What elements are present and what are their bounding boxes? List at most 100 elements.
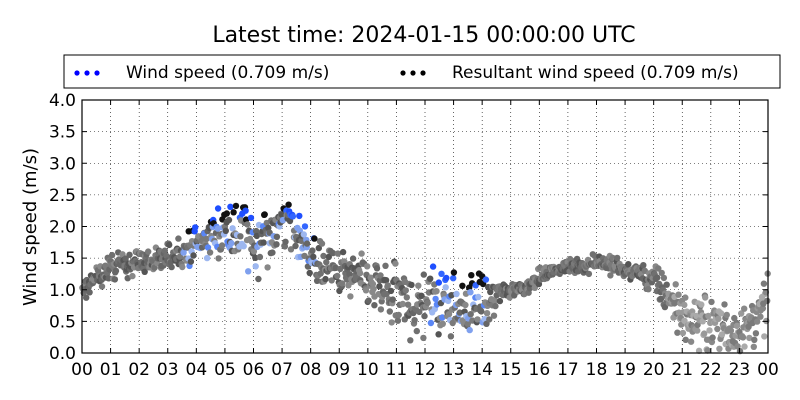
scatter-point [418, 292, 425, 299]
scatter-point [731, 314, 738, 322]
scatter-point [289, 213, 297, 220]
legend-marker-dot [94, 70, 100, 76]
y-tick-label: 1.5 [49, 249, 76, 269]
y-axis-label: Wind speed (m/s) [20, 148, 41, 306]
scatter-point [468, 272, 475, 279]
scatter-point [362, 287, 370, 294]
x-tick-label: 05 [214, 360, 236, 380]
scatter-points [79, 201, 771, 355]
scatter-point [245, 268, 252, 275]
scatter-point [715, 315, 722, 322]
scatter-point [382, 262, 389, 269]
scatter-point [310, 253, 317, 260]
scatter-point [420, 334, 427, 342]
y-tick-label: 2.0 [49, 218, 76, 238]
scatter-point [371, 302, 378, 309]
scatter-point [215, 255, 222, 262]
x-tick-label: 11 [386, 360, 408, 380]
scatter-point [429, 263, 437, 270]
scatter-point [674, 329, 681, 336]
scatter-point [244, 221, 251, 228]
scatter-point [228, 240, 235, 247]
scatter-point [445, 311, 453, 318]
scatter-point [640, 262, 647, 269]
scatter-point [403, 294, 410, 301]
scatter-point [273, 241, 280, 248]
scatter-point [675, 291, 682, 298]
scatter-point [459, 282, 466, 289]
scatter-point [439, 314, 446, 321]
scatter-point [389, 296, 396, 303]
scatter-point [269, 249, 276, 256]
scatter-point [206, 249, 214, 256]
scatter-point [392, 260, 399, 267]
scatter-point [166, 241, 173, 249]
scatter-point [218, 242, 226, 249]
scatter-point [204, 244, 212, 251]
scatter-point [253, 232, 260, 240]
scatter-point [334, 250, 342, 257]
scatter-point [328, 277, 335, 284]
y-tick-label: 3.0 [49, 154, 76, 174]
scatter-point [253, 227, 260, 235]
scatter-point [265, 224, 272, 232]
scatter-point [741, 343, 748, 350]
scatter-point [750, 343, 757, 350]
x-tick-label: 08 [300, 360, 322, 380]
scatter-point [399, 300, 406, 308]
scatter-point [708, 298, 715, 306]
scatter-point [607, 272, 614, 279]
scatter-point [759, 305, 767, 312]
scatter-point [129, 272, 136, 280]
x-tick-label: 22 [700, 360, 722, 380]
scatter-point [161, 247, 168, 254]
scatter-point [237, 233, 244, 240]
scatter-point [260, 239, 267, 246]
scatter-point [761, 333, 768, 340]
scatter-point [187, 258, 195, 265]
scatter-point [301, 223, 309, 230]
scatter-point [214, 225, 221, 232]
scatter-point [323, 259, 330, 266]
scatter-point [466, 326, 473, 334]
scatter-point [496, 297, 504, 305]
x-axis-ticks: 00 01 02 03 04 05 06 07 08 09 10 11 12 13 14 15 16 17 18 19… [71, 100, 779, 380]
scatter-point [427, 319, 435, 327]
scatter-point [346, 271, 353, 278]
scatter-point [682, 294, 689, 301]
scatter-point [704, 347, 711, 354]
scatter-point [681, 301, 688, 309]
scatter-point [734, 343, 741, 350]
scatter-point [585, 270, 593, 278]
scatter-point [388, 319, 395, 326]
scatter-point [486, 316, 493, 323]
scatter-point [679, 329, 687, 337]
x-tick-label: 06 [243, 360, 265, 380]
x-tick-label: 10 [357, 360, 379, 380]
scatter-point [661, 303, 669, 311]
x-tick-label: 09 [328, 360, 350, 380]
scatter-point [306, 269, 313, 277]
scatter-point [751, 336, 758, 343]
scatter-point [203, 254, 211, 262]
scatter-point [318, 240, 326, 247]
scatter-point [298, 237, 305, 244]
scatter-point [695, 347, 703, 354]
x-tick-label: 13 [443, 360, 465, 380]
scatter-point [447, 333, 455, 340]
scatter-point [339, 248, 347, 256]
scatter-point [453, 290, 460, 298]
scatter-point [655, 265, 662, 272]
scatter-point [723, 311, 730, 319]
scatter-point [311, 235, 318, 242]
scatter-point [256, 253, 264, 261]
x-tick-label: 03 [157, 360, 179, 380]
scatter-point [373, 265, 381, 272]
scatter-point [420, 271, 427, 278]
scatter-point [364, 263, 371, 270]
scatter-point [315, 244, 322, 252]
scatter-point [717, 310, 725, 317]
scatter-point [739, 334, 747, 341]
scatter-point [701, 330, 708, 337]
